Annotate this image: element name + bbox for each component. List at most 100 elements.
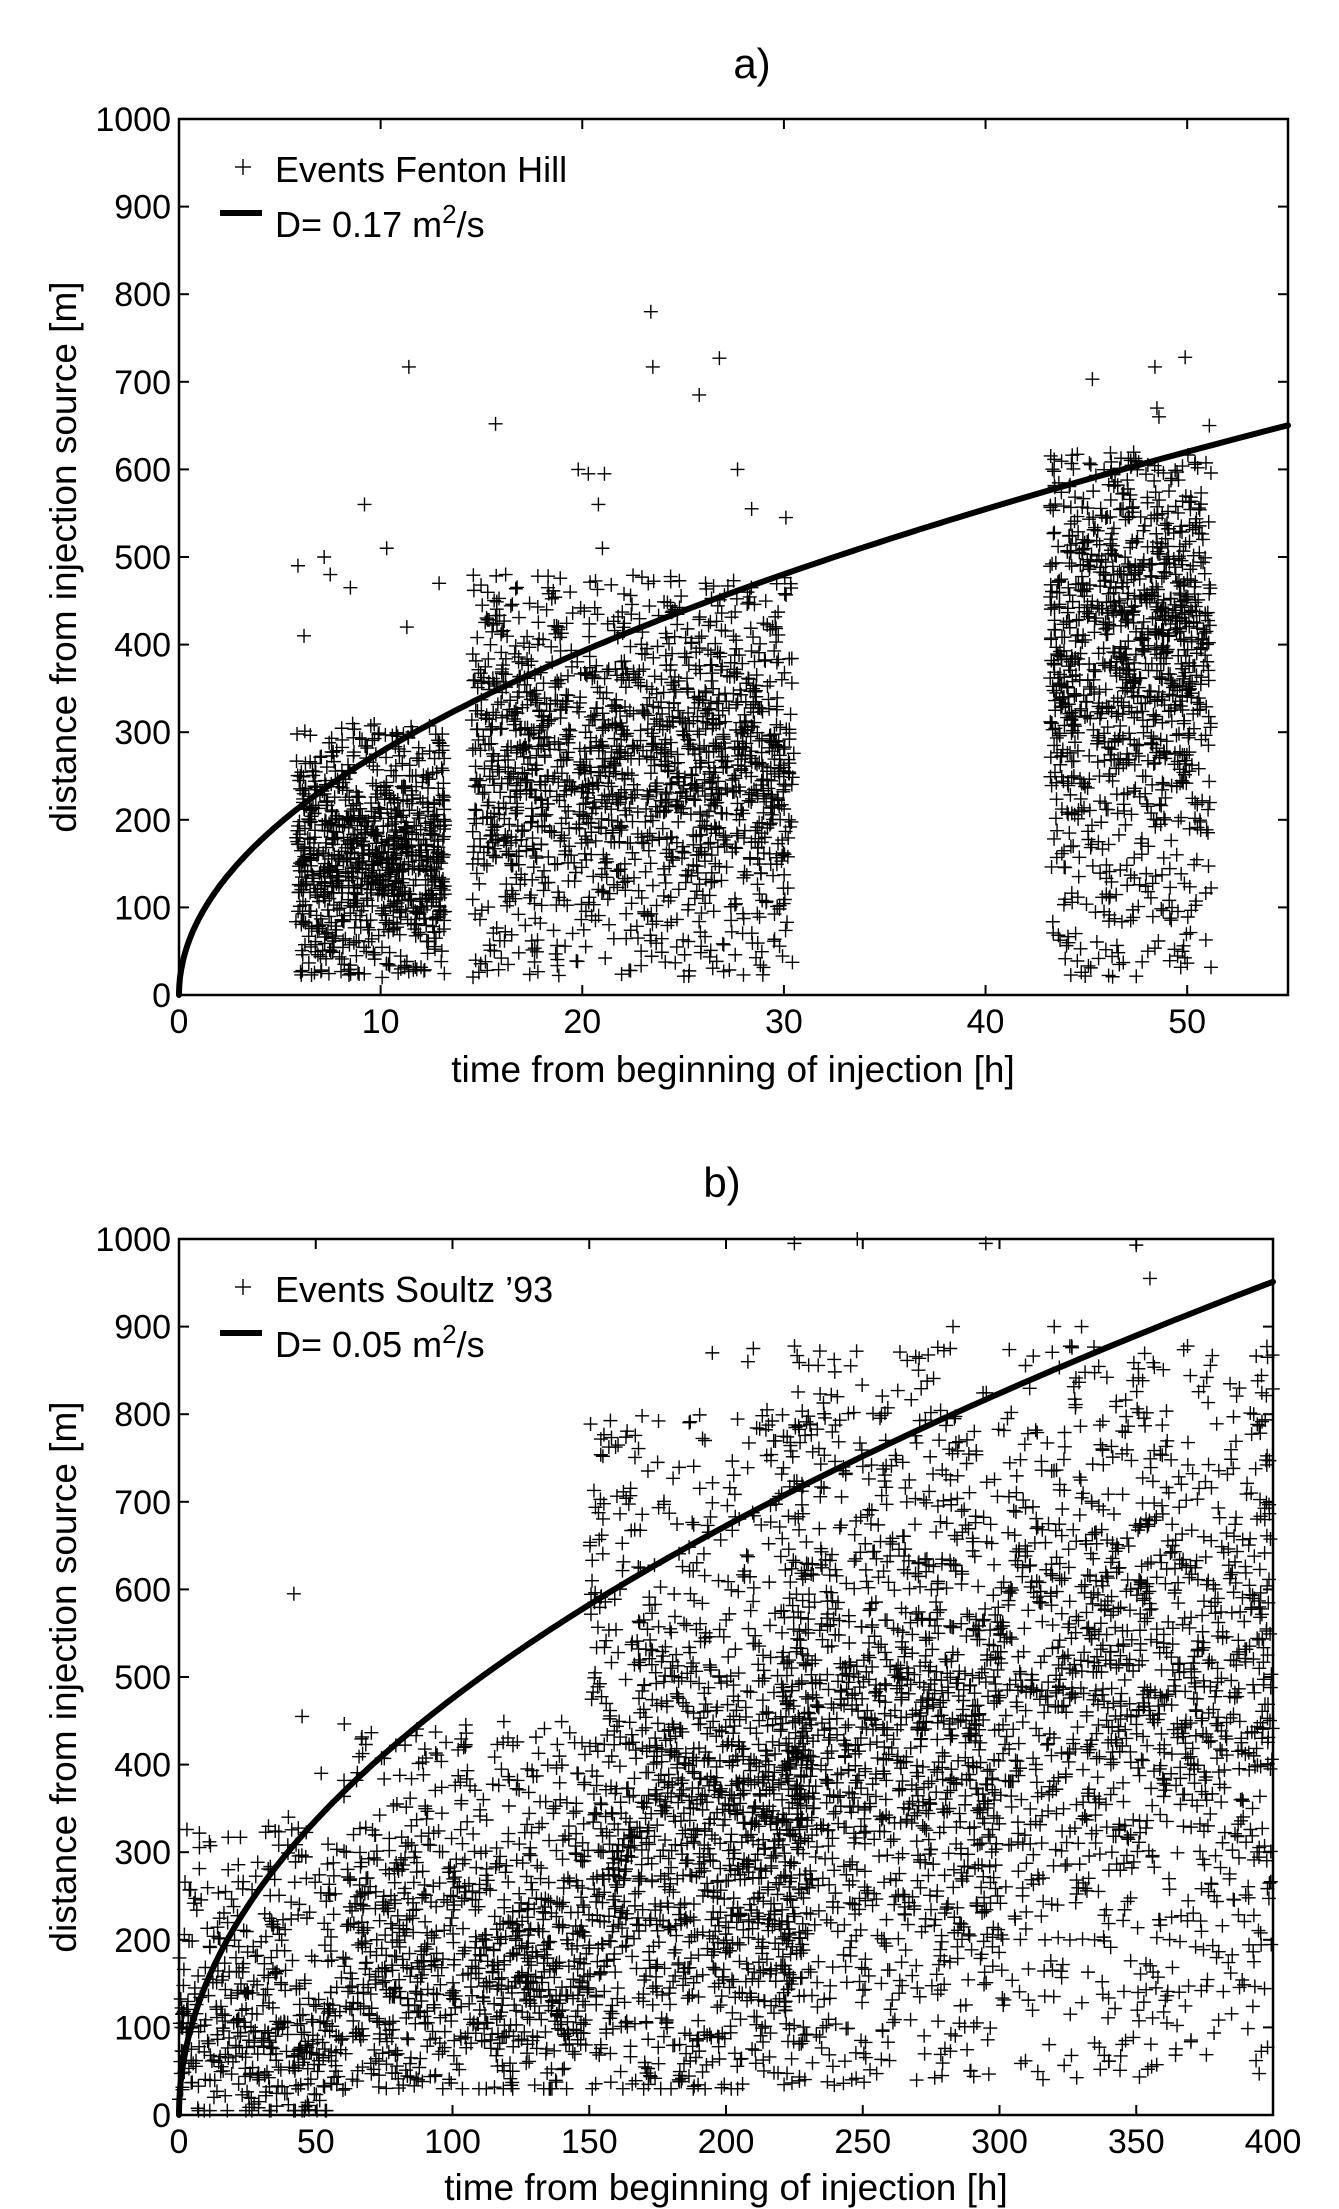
data-point xyxy=(706,579,721,594)
data-point xyxy=(317,550,332,564)
data-point xyxy=(624,768,639,783)
data-point xyxy=(291,1907,306,1922)
data-point xyxy=(638,864,653,879)
data-point xyxy=(426,890,441,905)
data-point xyxy=(1141,839,1156,854)
data-point xyxy=(1162,484,1177,499)
data-point xyxy=(434,1806,449,1821)
data-point xyxy=(397,960,412,975)
data-point xyxy=(381,878,396,893)
data-point xyxy=(536,863,551,878)
data-point xyxy=(228,2049,243,2064)
data-point xyxy=(499,743,514,758)
data-point xyxy=(375,970,390,985)
data-point xyxy=(352,1749,367,1764)
data-point xyxy=(433,902,448,917)
data-point xyxy=(1087,625,1102,640)
data-point xyxy=(554,2023,569,2038)
data-point xyxy=(576,2026,591,2041)
data-point xyxy=(354,877,369,892)
data-point xyxy=(327,933,342,948)
data-point xyxy=(491,962,506,977)
data-point xyxy=(418,1801,433,1816)
data-point xyxy=(432,1844,447,1859)
data-point xyxy=(423,828,438,843)
data-point xyxy=(1162,911,1177,926)
data-point xyxy=(530,964,545,979)
data-point xyxy=(370,2014,385,2029)
data-point xyxy=(1171,814,1186,829)
data-point xyxy=(520,1910,535,1925)
data-point xyxy=(534,2012,549,2027)
data-point xyxy=(233,1830,248,1845)
data-point xyxy=(540,1758,555,1773)
data-point xyxy=(480,585,495,600)
data-point xyxy=(392,905,407,920)
data-point xyxy=(303,904,318,919)
data-point xyxy=(662,636,677,651)
data-point xyxy=(388,809,403,824)
data-point xyxy=(370,762,385,777)
data-point xyxy=(355,871,370,886)
data-point xyxy=(667,756,682,771)
data-point xyxy=(664,915,679,930)
data-point xyxy=(708,636,723,651)
data-point xyxy=(1118,817,1133,832)
x-axis-label: time from beginning of injection [h] xyxy=(451,1049,1015,1090)
y-tick-label: 1000 xyxy=(95,101,171,139)
data-point xyxy=(552,1955,567,1970)
data-point xyxy=(739,868,754,883)
data-point xyxy=(490,1930,505,1945)
data-point xyxy=(386,838,401,853)
data-point xyxy=(285,1953,300,1968)
data-point xyxy=(645,878,660,893)
data-point xyxy=(767,643,782,658)
data-point xyxy=(563,723,578,738)
data-point xyxy=(531,1746,546,1761)
data-point xyxy=(1063,787,1078,802)
data-point xyxy=(1047,525,1062,540)
data-point xyxy=(485,1777,500,1792)
legend-label-curve: D= 0.17 m2/s xyxy=(275,199,485,245)
data-point xyxy=(587,600,602,615)
data-point xyxy=(692,914,707,929)
chart-title: a) xyxy=(733,40,770,87)
data-point xyxy=(680,671,695,686)
data-point xyxy=(336,854,351,869)
data-point xyxy=(437,966,452,981)
data-point xyxy=(381,924,396,939)
data-point xyxy=(373,783,388,798)
data-point xyxy=(311,801,326,816)
y-tick-label: 500 xyxy=(114,539,171,577)
data-point xyxy=(586,869,601,884)
data-point xyxy=(445,1991,460,2006)
data-point xyxy=(1071,869,1086,884)
data-point xyxy=(382,1843,397,1858)
data-point xyxy=(320,1922,335,1937)
data-point xyxy=(541,1875,556,1890)
data-point xyxy=(412,891,427,906)
data-point xyxy=(1045,462,1060,477)
data-point xyxy=(320,793,335,808)
data-point xyxy=(729,841,744,856)
data-point xyxy=(1063,516,1078,531)
data-point xyxy=(494,721,509,736)
data-point xyxy=(1047,831,1062,846)
data-point xyxy=(617,616,632,631)
data-point xyxy=(655,821,670,836)
data-point xyxy=(1117,803,1132,818)
data-point xyxy=(674,589,689,604)
data-point xyxy=(741,595,756,610)
data-point xyxy=(752,887,767,902)
data-point xyxy=(758,594,773,609)
data-point xyxy=(715,936,730,951)
data-point xyxy=(367,947,382,962)
data-point xyxy=(627,852,642,867)
data-point xyxy=(264,1950,279,1965)
data-point xyxy=(528,1730,543,1745)
data-point xyxy=(430,909,445,924)
data-point xyxy=(284,1822,299,1837)
data-point xyxy=(429,912,444,927)
data-point xyxy=(437,802,452,817)
data-point xyxy=(310,2064,325,2079)
